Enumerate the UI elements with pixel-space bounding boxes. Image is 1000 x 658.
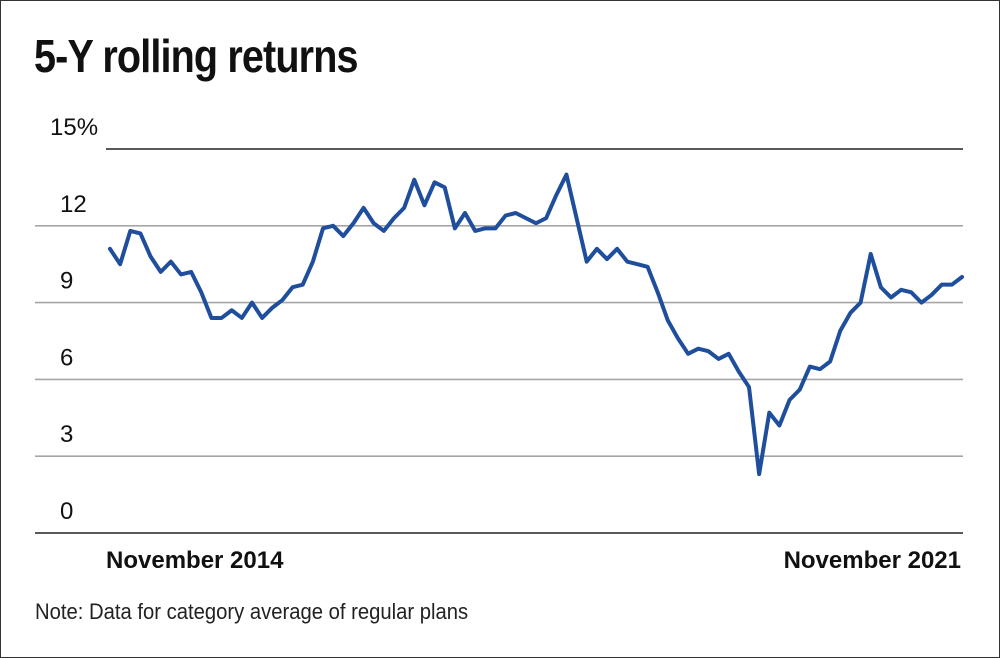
- series-line-group: [108, 172, 964, 477]
- x-axis-start-label: November 2014: [106, 547, 284, 574]
- y-tick-label-3: 3: [60, 421, 73, 448]
- x-axis-end-label: November 2021: [784, 547, 961, 574]
- y-tick-label-6: 6: [60, 344, 73, 371]
- y-tick-label-9: 9: [60, 268, 73, 295]
- footnote: Note: Data for category average of regul…: [35, 599, 469, 624]
- y-axis-tick-labels: 15% 12 9 6 3 0: [50, 114, 98, 525]
- gridlines: [35, 148, 963, 534]
- y-tick-label-15: 15%: [50, 114, 98, 141]
- y-tick-label-12: 12: [60, 191, 87, 218]
- y-tick-label-0: 0: [60, 498, 73, 525]
- chart-title: 5-Y rolling returns: [34, 30, 359, 82]
- series-line-0: [108, 172, 964, 477]
